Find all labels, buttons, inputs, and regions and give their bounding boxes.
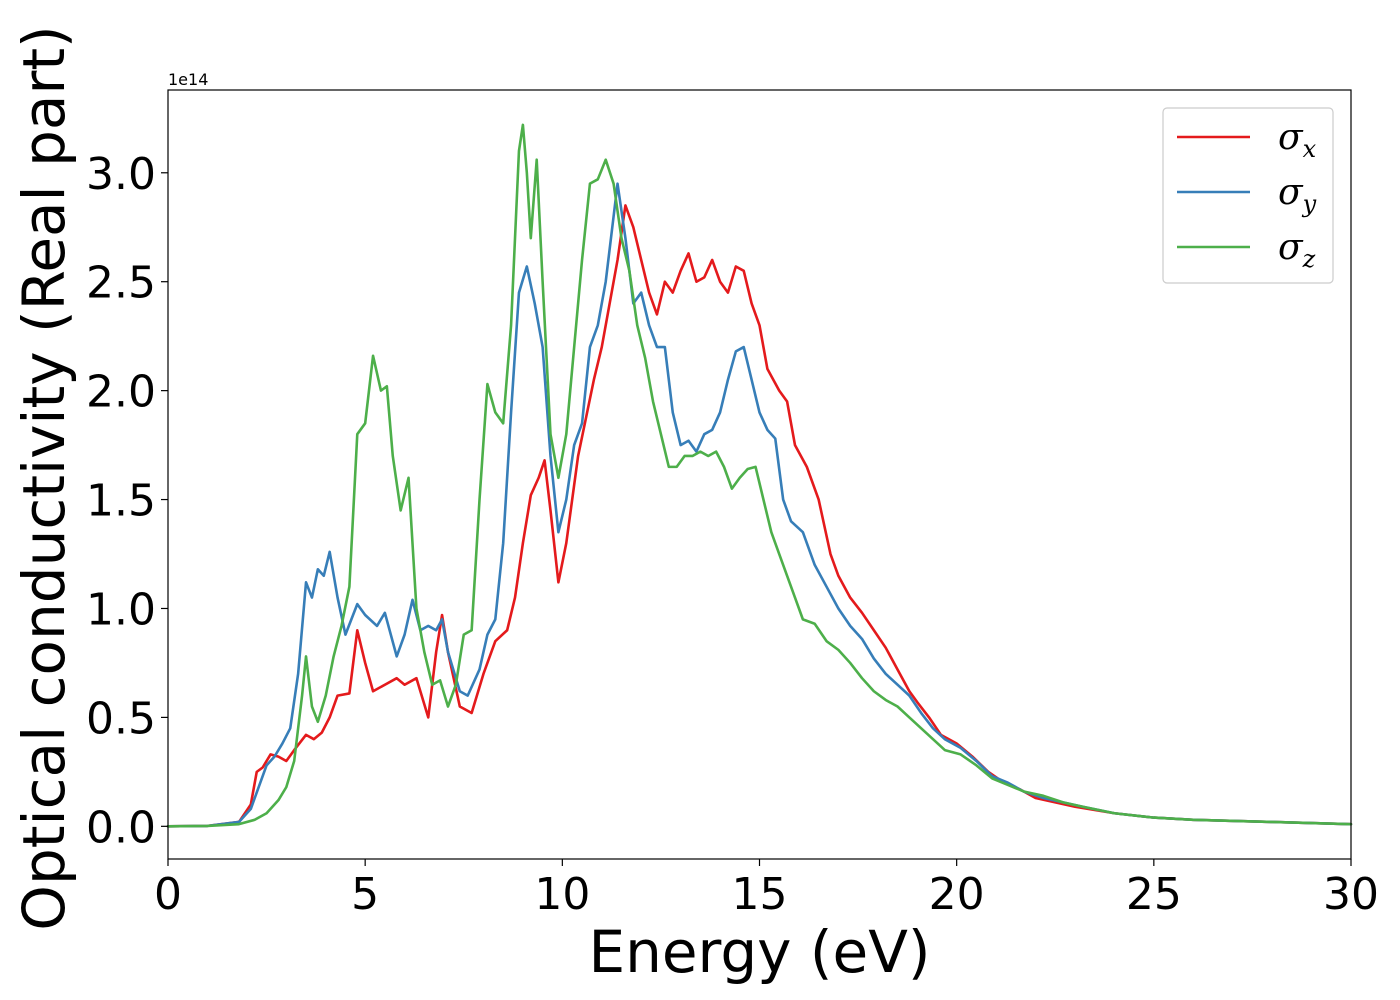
y-tick-label: 3.0 bbox=[86, 149, 156, 200]
x-axis-label: Energy (eV) bbox=[588, 918, 930, 986]
legend: σx σy σz bbox=[1162, 107, 1334, 284]
x-tick-label: 5 bbox=[351, 869, 379, 920]
x-tick-label: 0 bbox=[154, 869, 182, 920]
x-tick-label: 10 bbox=[534, 869, 590, 920]
legend-frame bbox=[1162, 107, 1334, 284]
series-line-x bbox=[166, 204, 1353, 828]
legend-label-z: σz bbox=[1278, 227, 1316, 273]
y-tick-label: 2.5 bbox=[86, 258, 156, 309]
legend-label-y: σy bbox=[1278, 172, 1317, 218]
y-tick-label: 0.5 bbox=[86, 693, 156, 744]
series-line-z bbox=[166, 123, 1353, 828]
y-axis: 0.0 0.5 1.0 1.5 2.0 2.5 3.0 bbox=[86, 149, 168, 853]
y-axis-label: Optical conductivity (Real part) bbox=[10, 25, 78, 930]
y-tick-label: 1.0 bbox=[86, 584, 156, 635]
x-tick-label: 30 bbox=[1323, 869, 1379, 920]
y-tick-label: 0.0 bbox=[86, 802, 156, 853]
series-layer bbox=[166, 123, 1353, 828]
y-tick-label: 1.5 bbox=[86, 476, 156, 527]
y-tick-label: 2.0 bbox=[86, 367, 156, 418]
y-offset-label: 1e14 bbox=[168, 70, 208, 89]
legend-label-x: σx bbox=[1278, 117, 1317, 163]
x-tick-label: 15 bbox=[732, 869, 788, 920]
x-tick-label: 20 bbox=[929, 869, 985, 920]
x-axis: 0 5 10 15 20 25 30 bbox=[154, 859, 1379, 920]
x-tick-label: 25 bbox=[1126, 869, 1182, 920]
